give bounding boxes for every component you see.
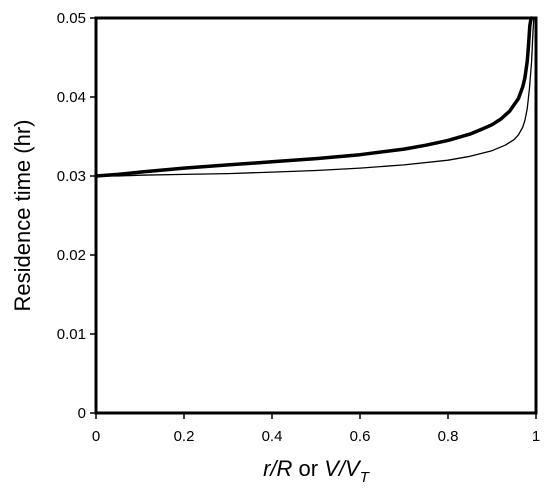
x-tick-label: 0 — [92, 428, 100, 445]
x-tick-label: 0.8 — [438, 428, 459, 445]
x-tick-label: 0.4 — [262, 428, 283, 445]
plot-area — [94, 16, 538, 415]
x-title-or: or — [292, 456, 324, 481]
y-tick-label: 0.02 — [57, 247, 86, 264]
x-title-var-r: r — [263, 456, 272, 481]
y-axis-ticks: 0 0.01 0.02 0.03 0.04 0.05 — [57, 10, 96, 422]
x-tick-label: 0.6 — [350, 428, 371, 445]
x-title-slash-R: /R — [268, 456, 292, 481]
series-line-thin — [95, 17, 535, 177]
x-title-subscript-T: T — [360, 469, 371, 486]
x-title-var-VT: V — [345, 456, 362, 481]
y-tick-label: 0.04 — [57, 89, 86, 106]
series-line-thick — [94, 16, 534, 178]
y-axis-title: Residence time (hr) — [10, 120, 35, 312]
x-title-slash: / — [337, 456, 347, 481]
series-group — [94, 16, 535, 178]
x-axis-ticks: 0 0.2 0.4 0.6 0.8 1 — [92, 413, 540, 445]
y-tick-label: 0.03 — [57, 168, 86, 185]
y-tick-label: 0.05 — [57, 10, 86, 27]
x-axis-title: r/R or V/VT — [263, 456, 371, 486]
y-tick-label: 0.01 — [57, 326, 86, 343]
x-title-var-V: V — [324, 456, 341, 481]
y-tick-label: 0 — [78, 405, 86, 422]
x-tick-label: 1 — [532, 428, 540, 445]
x-tick-label: 0.2 — [174, 428, 195, 445]
